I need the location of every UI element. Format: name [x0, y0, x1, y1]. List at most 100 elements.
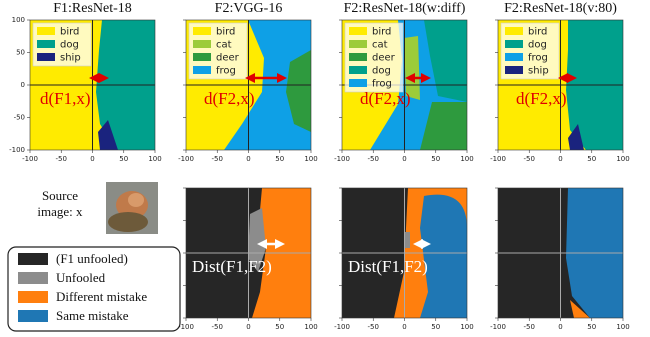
x-tick-label: 0: [558, 155, 562, 163]
x-tick-label: -100: [334, 323, 350, 331]
legend-label: dog: [372, 66, 391, 77]
region: [424, 20, 467, 102]
legend-swatch: [349, 27, 367, 35]
source-image: [106, 182, 158, 234]
x-tick-label: 100: [616, 155, 629, 163]
legend-label: deer: [216, 53, 240, 64]
frame: [185, 19, 312, 151]
legend-label: ship: [528, 66, 549, 77]
plot: -100 -50 0 50 100 bird dog frog ship d(F2,x): [490, 19, 630, 163]
x-tick-label: -100: [178, 155, 194, 163]
legend-label: bird: [372, 27, 391, 38]
panel-title: F2:VGG-16: [215, 1, 283, 16]
legend-label: deer: [372, 53, 396, 64]
y-tick-label: -100: [9, 146, 25, 154]
x-tick-label: -50: [524, 323, 535, 331]
x-tick-label: -100: [22, 155, 38, 163]
frame: [341, 187, 468, 319]
x-tick-label: -50: [524, 155, 535, 163]
x-tick-label: -100: [334, 155, 350, 163]
region: [404, 232, 410, 248]
x-tick-label: 50: [275, 155, 284, 163]
region: [570, 300, 590, 318]
source-label: Source: [42, 188, 78, 203]
region: [286, 50, 311, 132]
x-tick-label: 50: [587, 155, 596, 163]
y-tick-label: 0: [21, 81, 25, 89]
y-tick-label: 100: [12, 16, 25, 24]
legend-box: [7, 246, 181, 332]
plot: -100 -50 0 50 100 100 50 0 -50 -100 bird dog ship d(F…: [9, 16, 162, 163]
x-tick-label: -100: [490, 155, 506, 163]
annotation: Dist(F1,F2): [192, 257, 272, 276]
legend-label: bird: [216, 27, 235, 38]
legend-swatch: [37, 53, 55, 61]
legend-swatch: [193, 27, 211, 35]
legend-label: bird: [528, 27, 547, 38]
panel-title: F2:ResNet-18(w:diff): [344, 1, 466, 16]
annotation: d(F2,x): [360, 89, 411, 108]
x-tick-label: 100: [148, 155, 161, 163]
legend-swatch: [505, 53, 523, 61]
x-tick-label: 0: [246, 323, 250, 331]
y-tick-label: 50: [16, 49, 25, 57]
x-tick-label: 0: [246, 155, 250, 163]
plot: -100 -50 0 50 100 bird cat deer frog d(F2,x): [178, 19, 318, 163]
region: [420, 102, 467, 150]
legend-label: Same mistake: [56, 308, 129, 323]
x-tick-label: -50: [212, 323, 223, 331]
legend-swatch: [37, 27, 55, 35]
frame: [497, 19, 624, 151]
legend-swatch: [349, 53, 367, 61]
x-tick-label: 100: [304, 323, 317, 331]
legend-label: cat: [216, 40, 232, 51]
annotation: d(F2,x): [204, 89, 255, 108]
x-tick-label: -50: [368, 323, 379, 331]
region: [568, 124, 584, 150]
legend-label: Different mistake: [56, 289, 147, 304]
legend-swatch: [505, 66, 523, 74]
y-tick-label: -50: [14, 114, 25, 122]
legend-swatch: [193, 40, 211, 48]
x-tick-label: -100: [178, 323, 194, 331]
plot: -100 -50 0 50 100 Dist(F1,F2): [178, 187, 318, 331]
frame: [185, 187, 312, 319]
legend-swatch: [349, 79, 367, 87]
region: [404, 36, 420, 100]
legend-label: (F1 unfooled): [56, 251, 128, 266]
legend-label: frog: [216, 66, 236, 77]
legend-swatch: [505, 40, 523, 48]
legend-label: ship: [60, 53, 81, 64]
legend-swatch: [193, 66, 211, 74]
x-tick-label: 0: [90, 155, 94, 163]
frame: [497, 187, 624, 319]
legend-label: Unfooled: [56, 270, 106, 285]
legend-swatch: [37, 40, 55, 48]
legend-swatch: [18, 272, 48, 284]
legend-swatch: [18, 291, 48, 303]
annotation: d(F1,x): [40, 89, 91, 108]
x-tick-label: -50: [368, 155, 379, 163]
panel-title: F1:ResNet-18: [53, 1, 132, 16]
legend-label: dog: [528, 40, 547, 51]
frame: [29, 19, 156, 151]
x-tick-label: 50: [587, 323, 596, 331]
x-tick-label: 0: [558, 323, 562, 331]
x-tick-label: 50: [431, 323, 440, 331]
legend-label: cat: [372, 40, 388, 51]
legend-label: dog: [60, 40, 79, 51]
panel-title: F2:ResNet-18(v:80): [504, 1, 617, 16]
x-tick-label: 50: [275, 323, 284, 331]
frame: [341, 19, 468, 151]
plot: -100 -50 0 50 100: [490, 187, 630, 331]
legend-swatch: [18, 253, 48, 265]
annotation: d(F2,x): [516, 89, 567, 108]
source-label: image: x: [37, 204, 83, 219]
plot: -100 -50 0 50 100 Dist(F1,F2): [334, 187, 474, 331]
x-tick-label: -100: [490, 323, 506, 331]
x-tick-label: 0: [402, 323, 406, 331]
x-tick-label: -50: [56, 155, 67, 163]
legend-label: bird: [60, 27, 79, 38]
